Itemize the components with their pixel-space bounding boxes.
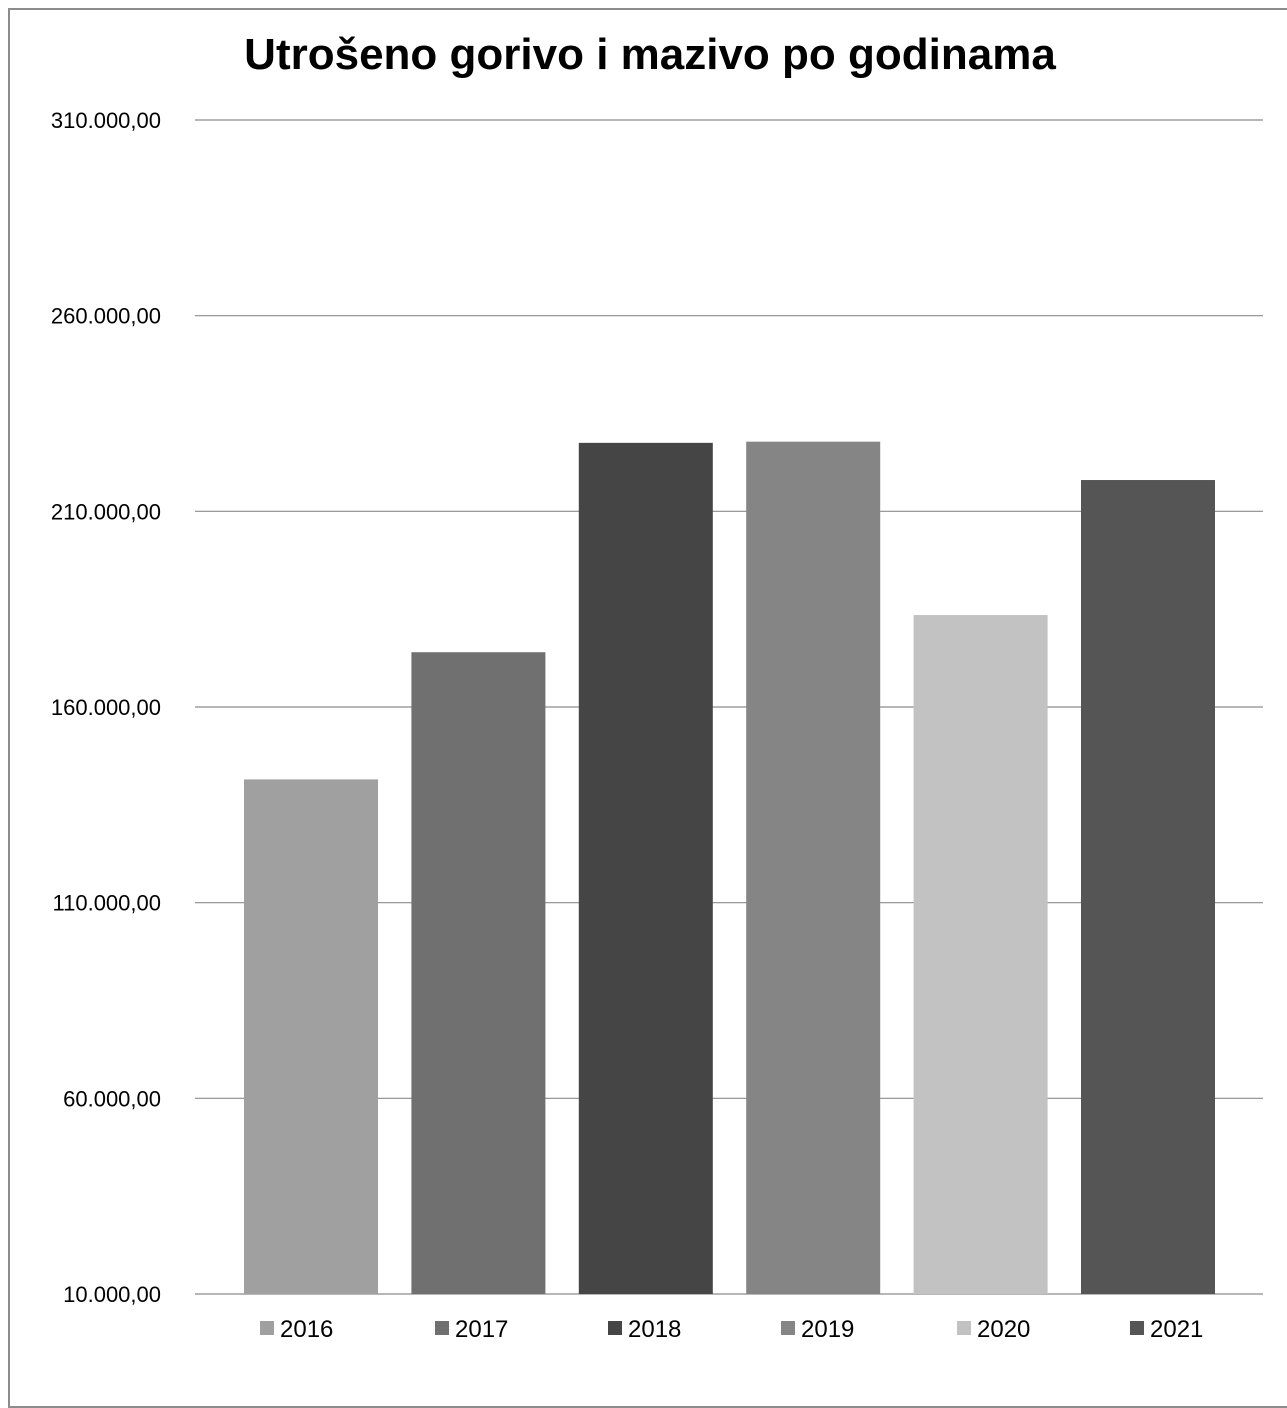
legend-swatch-2021 (1130, 1321, 1144, 1335)
legend-label-2017: 2017 (455, 1316, 508, 1343)
y-tick-label: 110.000,00 (53, 891, 161, 916)
bar-2017 (411, 652, 546, 1294)
y-tick-label: 160.000,00 (51, 695, 161, 720)
bars (244, 441, 1215, 1295)
legend-swatch-2016 (260, 1321, 274, 1335)
chart-title: Utrošeno gorivo i mazivo po godinama (244, 30, 1056, 79)
bar-2018 (578, 442, 713, 1295)
legend-label-2020: 2020 (977, 1316, 1030, 1343)
y-tick-label: 310.000,00 (51, 108, 161, 133)
legend-label-2016: 2016 (280, 1316, 333, 1343)
bar-2019 (746, 441, 881, 1294)
legend-swatch-2017 (435, 1321, 449, 1335)
bar-2016 (244, 779, 378, 1294)
legend-swatch-2020 (957, 1321, 971, 1335)
legend-label-2019: 2019 (801, 1316, 854, 1343)
legend-label-2018: 2018 (628, 1316, 681, 1343)
legend-label-2021: 2021 (1150, 1316, 1203, 1343)
y-tick-label: 60.000,00 (63, 1086, 161, 1111)
y-tick-label: 210.000,00 (51, 499, 161, 524)
y-axis-ticks: 10.000,00 60.000,00 110.000,00 160.000,00 21… (51, 108, 161, 1307)
legend-swatch-2019 (781, 1321, 795, 1335)
bar-2021 (1081, 480, 1215, 1294)
y-tick-label: 260.000,00 (51, 304, 161, 329)
y-tick-label: 10.000,00 (63, 1282, 161, 1307)
bar-2020 (913, 615, 1048, 1294)
legend-swatch-2018 (608, 1321, 622, 1335)
legend: 2016 2017 2018 2019 2020 2021 (260, 1316, 1203, 1343)
